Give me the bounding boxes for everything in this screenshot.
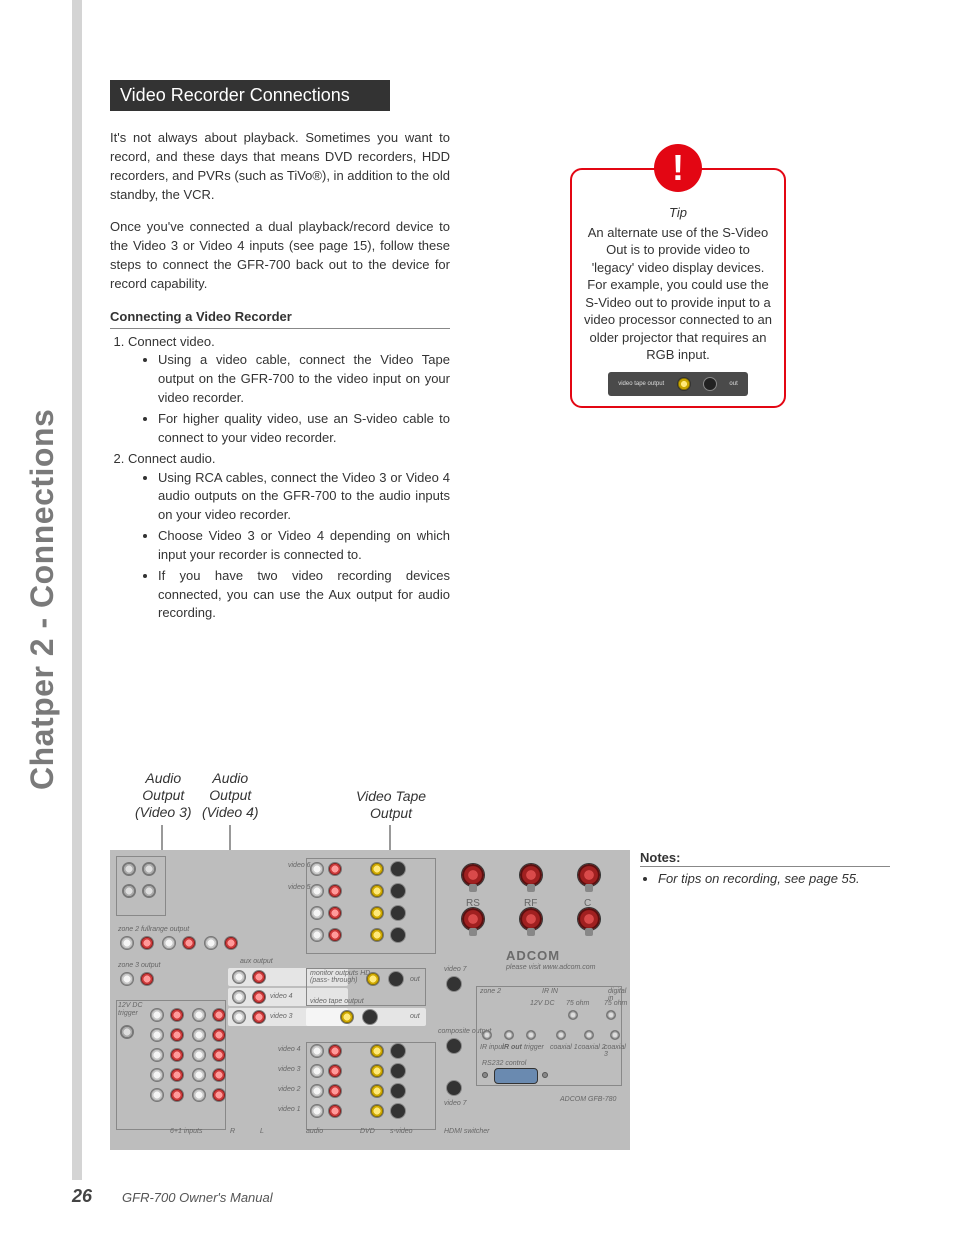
rear-panel-diagram: zone 2 fullrange output zone 3 output au…	[110, 850, 630, 1150]
page-number: 26	[72, 1186, 92, 1207]
step-bullet: Using RCA cables, connect the Video 3 or…	[158, 469, 450, 526]
body-column: It's not always about playback. Sometime…	[110, 129, 450, 623]
notes-block: Notes: For tips on recording, see page 5…	[640, 850, 890, 888]
step-item: Connect video. Using a video cable, conn…	[128, 333, 450, 448]
callout-video-tape: Video Tape Output	[356, 788, 426, 822]
exclamation-icon: !	[654, 144, 702, 192]
svideo-jack-icon	[703, 377, 717, 391]
notes-title: Notes:	[640, 850, 890, 867]
tip-port-strip: video tape output out	[608, 372, 748, 396]
tip-strip-label: video tape output	[618, 380, 664, 388]
tip-body: An alternate use of the S-Video Out is t…	[584, 224, 772, 364]
callout-audio3: Audio Output (Video 3)	[135, 770, 192, 820]
page-footer: 26 GFR-700 Owner's Manual	[72, 1186, 892, 1207]
notes-item: For tips on recording, see page 55.	[658, 871, 890, 888]
steps-list: Connect video. Using a video cable, conn…	[110, 333, 450, 624]
step-bullet: Using a video cable, connect the Video T…	[158, 351, 450, 408]
left-margin-bar	[72, 0, 82, 1180]
section-header: Video Recorder Connections	[110, 80, 390, 111]
callout-audio4: Audio Output (Video 4)	[202, 770, 259, 820]
step-bullet: Choose Video 3 or Video 4 depending on w…	[158, 527, 450, 565]
subhead-connecting: Connecting a Video Recorder	[110, 308, 450, 329]
step-label: Connect video.	[128, 334, 215, 349]
manual-title: GFR-700 Owner's Manual	[122, 1190, 273, 1205]
tip-strip-label: out	[729, 380, 737, 388]
intro-paragraph: It's not always about playback. Sometime…	[110, 129, 450, 204]
intro-paragraph: Once you've connected a dual playback/re…	[110, 218, 450, 293]
tip-title: Tip	[584, 204, 772, 222]
step-bullet: If you have two video recording devices …	[158, 567, 450, 624]
step-bullet: For higher quality video, use an S-video…	[158, 410, 450, 448]
tip-box: ! Tip An alternate use of the S-Video Ou…	[570, 168, 786, 408]
step-item: Connect audio. Using RCA cables, connect…	[128, 450, 450, 624]
rca-jack-icon	[677, 377, 691, 391]
chapter-sidebar-title: Chatper 2 - Connections	[24, 409, 61, 790]
step-label: Connect audio.	[128, 451, 215, 466]
adcom-logo: ADCOM	[506, 948, 560, 963]
